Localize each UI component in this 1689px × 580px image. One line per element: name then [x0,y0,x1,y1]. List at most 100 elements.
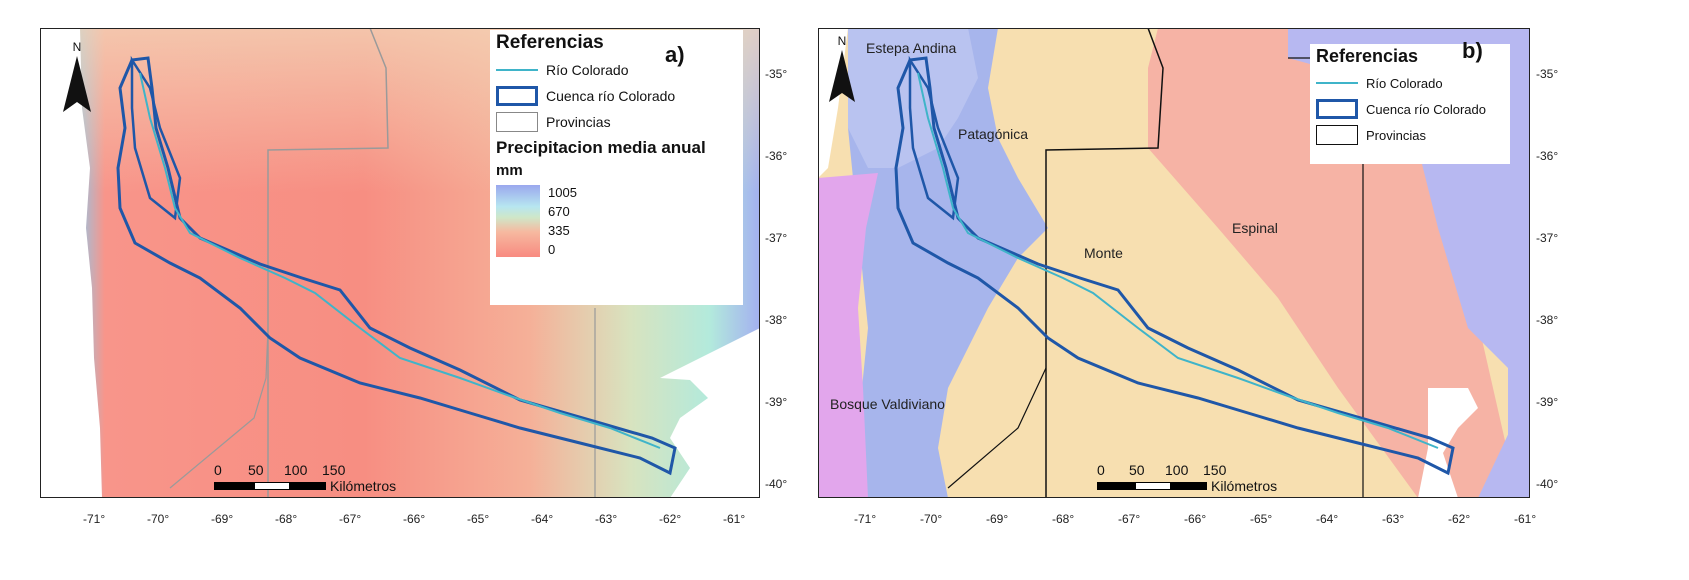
legend-title-b: Referencias [1316,46,1419,66]
legend-river-label: Río Colorado [1366,75,1443,91]
longitude-tick-label: -71° [854,512,877,526]
latitude-tick-label: -36° [765,149,788,163]
basin-swatch [496,86,538,106]
scale-number: 0 [214,462,222,478]
region-espinal: Espinal [1232,220,1278,236]
ramp-value: 0 [548,242,556,257]
legend-provinces-label: Provincias [546,114,611,130]
ramp-value: 335 [548,223,570,238]
legend-provinces-label: Provincias [1366,127,1426,143]
scale-unit-b: Kilómetros [1211,478,1278,494]
ramp-value: 670 [548,204,570,219]
north-arrow-b: N [828,34,856,109]
longitude-tick-label: -71° [83,512,106,526]
ramp-value: 1005 [548,185,577,200]
longitude-tick-label: -62° [659,512,682,526]
legend-basin-label: Cuenca río Colorado [546,88,676,104]
legend-row-river-a: Río Colorado [496,60,737,80]
legend-row-provinces-b: Provincias [1316,125,1504,145]
longitude-tick-label: -66° [1184,512,1207,526]
legend-a: Referencias Río Colorado Cuenca río Colo… [490,30,743,305]
north-arrow-a: N [62,40,92,119]
longitude-tick-label: -64° [531,512,554,526]
scale-number: 100 [284,462,308,478]
region-monte: Monte [1084,245,1123,261]
longitude-tick-label: -69° [986,512,1009,526]
latitude-tick-label: -40° [1536,477,1559,491]
longitude-tick-label: -65° [467,512,490,526]
legend-row-basin-a: Cuenca río Colorado [496,86,737,106]
longitude-tick-label: -66° [403,512,426,526]
basin-swatch [1316,99,1358,119]
ramp-labels: 1005 670 335 0 [548,185,577,257]
panel-letter-a: a) [665,42,685,67]
scale-numbers-a: 0 50 100 150 [214,462,396,478]
scale-seg [1135,482,1171,490]
provinces-swatch [1316,125,1358,145]
legend-title-a: Referencias [496,32,604,53]
legend-b: Referencias Río Colorado Cuenca río Colo… [1310,44,1510,164]
scale-seg [290,482,326,490]
longitude-tick-label: -67° [339,512,362,526]
longitude-tick-label: -61° [723,512,746,526]
latitude-tick-label: -35° [1536,67,1559,81]
longitude-tick-label: -65° [1250,512,1273,526]
river-swatch [496,60,538,80]
provinces-swatch [496,112,538,132]
scale-number: 150 [1203,462,1227,478]
longitude-tick-label: -70° [920,512,943,526]
north-label-b: N [837,34,847,48]
longitude-tick-label: -61° [1514,512,1537,526]
legend-basin-label: Cuenca río Colorado [1366,101,1486,117]
scale-seg [214,482,254,490]
longitude-tick-label: -69° [211,512,234,526]
river-swatch [1316,73,1358,93]
region-estepa-andina: Estepa Andina [866,40,957,56]
scale-number: 50 [1129,462,1145,478]
latitude-tick-label: -38° [765,313,788,327]
panel-letter-b: b) [1462,38,1483,63]
north-arrow-icon [829,50,855,102]
scale-unit-a: Kilómetros [330,478,397,494]
region-bosque-valdiviano: Bosque Valdiviano [830,396,945,412]
latitude-tick-label: -39° [765,395,788,409]
ramp-bar [496,185,540,257]
legend-row-provinces-a: Provincias [496,112,737,132]
north-label-a: N [72,40,82,54]
scale-seg [254,482,290,490]
legend-river-label: Río Colorado [546,62,629,78]
scale-row-a: Kilómetros [214,478,396,494]
longitude-tick-label: -63° [595,512,618,526]
longitude-tick-label: -68° [1052,512,1075,526]
longitude-tick-label: -64° [1316,512,1339,526]
scale-seg [1097,482,1135,490]
scale-number: 150 [322,462,346,478]
latitude-tick-label: -35° [765,67,788,81]
ramp-unit: mm [496,162,523,179]
scale-number: 100 [1165,462,1189,478]
latitude-tick-label: -38° [1536,313,1559,327]
scale-bar-a: 0 50 100 150 Kilómetros [214,462,396,494]
scale-bar-b: 0 50 100 150 Kilómetros [1097,462,1277,494]
scale-numbers-b: 0 50 100 150 [1097,462,1277,478]
latitude-tick-label: -36° [1536,149,1559,163]
scale-row-b: Kilómetros [1097,478,1277,494]
latitude-tick-label: -40° [765,477,788,491]
latitude-tick-label: -37° [1536,231,1559,245]
longitude-tick-label: -63° [1382,512,1405,526]
region-patagonica: Patagónica [958,126,1029,142]
longitude-tick-label: -68° [275,512,298,526]
ramp-title: Precipitacion media anual [496,138,706,157]
latitude-tick-label: -37° [765,231,788,245]
longitude-tick-label: -62° [1448,512,1471,526]
scale-number: 0 [1097,462,1105,478]
legend-row-basin-b: Cuenca río Colorado [1316,99,1504,119]
legend-row-river-b: Río Colorado [1316,73,1504,93]
latitude-tick-label: -39° [1536,395,1559,409]
north-arrow-icon [63,56,91,112]
precipitation-ramp: 1005 670 335 0 [496,185,737,257]
longitude-tick-label: -67° [1118,512,1141,526]
longitude-tick-label: -70° [147,512,170,526]
scale-number: 50 [248,462,264,478]
scale-seg [1171,482,1207,490]
